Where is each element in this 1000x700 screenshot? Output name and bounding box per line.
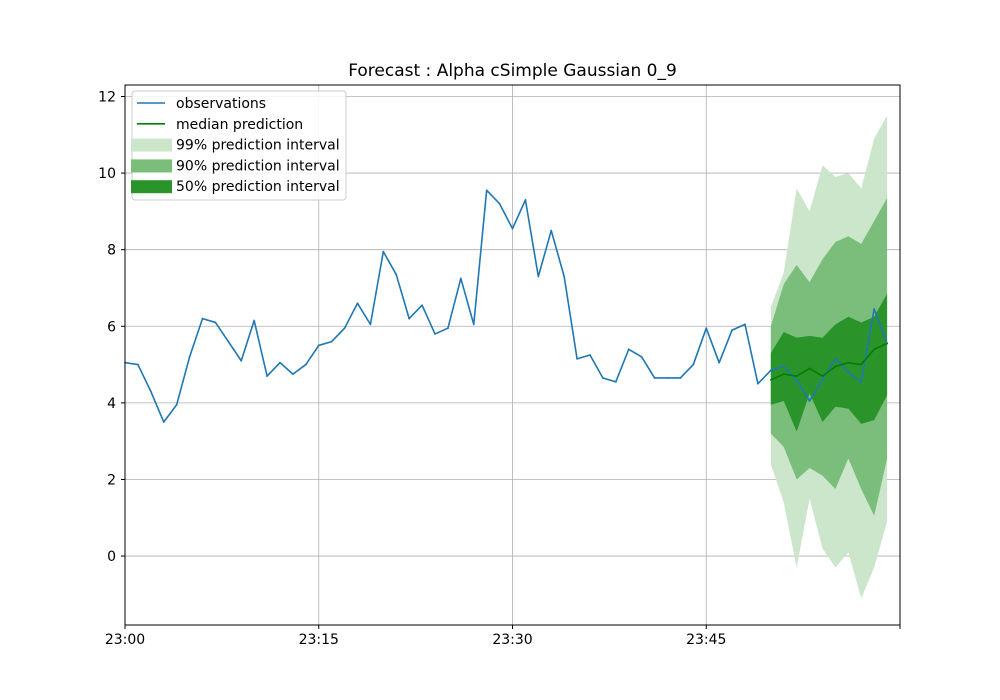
observation-point <box>137 363 139 366</box>
observation-point <box>162 421 165 423</box>
observation-point <box>602 377 604 379</box>
median-point <box>808 367 811 370</box>
observation-point <box>214 321 217 324</box>
observation-point <box>330 340 333 343</box>
legend-50-interval-label: 50% prediction interval <box>176 179 340 195</box>
observation-point <box>188 356 191 358</box>
observation-point <box>240 359 243 362</box>
y-tick-label: 0 <box>107 549 116 565</box>
observation-point <box>769 369 772 372</box>
observation-point <box>718 361 721 364</box>
observation-point <box>459 277 462 280</box>
legend-99-interval-swatch <box>131 138 172 152</box>
observation-point <box>266 375 268 377</box>
legend-50-interval-swatch <box>131 180 172 194</box>
y-tick-label: 4 <box>107 396 116 412</box>
observation-point <box>485 189 488 192</box>
observation-point <box>421 304 423 307</box>
band-50-prediction-interval <box>770 293 888 432</box>
observation-point <box>627 348 630 351</box>
observation-point <box>705 327 708 330</box>
observation-point <box>537 275 540 278</box>
x-tick-label: 23:45 <box>686 632 726 648</box>
y-tick-label: 6 <box>107 319 116 335</box>
observation-point <box>550 229 553 232</box>
observation-point <box>744 323 746 326</box>
y-tick-label: 2 <box>107 472 116 488</box>
observation-point <box>640 356 643 358</box>
observation-point <box>782 365 785 368</box>
observation-point <box>821 378 824 381</box>
observation-point <box>653 377 656 379</box>
observation-point <box>408 317 411 320</box>
observations-line <box>124 189 888 423</box>
median-prediction-line <box>770 342 888 381</box>
median-point <box>847 361 850 364</box>
observation-point <box>434 333 436 335</box>
observation-point <box>317 344 320 347</box>
observation-point <box>873 308 876 310</box>
observation-point <box>511 227 514 230</box>
observation-point <box>589 354 591 356</box>
y-tick-label: 8 <box>107 243 116 259</box>
observation-point <box>808 400 811 402</box>
observation-point <box>279 361 281 364</box>
legend-90-interval-label: 90% prediction interval <box>176 158 340 174</box>
observation-point <box>834 357 837 360</box>
legend-99-interval-label: 99% prediction interval <box>176 138 340 154</box>
y-tick-label: 12 <box>98 89 116 105</box>
observation-point <box>253 319 256 322</box>
x-tick-label: 23:30 <box>492 632 532 648</box>
observation-point <box>227 340 230 343</box>
chart-title: Forecast : Alpha cSimple Gaussian 0_9 <box>348 61 677 81</box>
observation-point <box>692 363 695 366</box>
observation-point <box>614 380 617 383</box>
legend-90-interval-swatch <box>131 159 172 173</box>
observation-point <box>472 323 475 326</box>
observation-point <box>847 371 850 374</box>
observation-point <box>369 323 372 326</box>
observation-point <box>860 380 863 383</box>
median-point <box>821 375 824 377</box>
legend-median-prediction-label: median prediction <box>176 117 303 133</box>
observation-point <box>201 317 204 320</box>
median-point <box>873 348 876 351</box>
y-tick-label: 10 <box>98 166 116 182</box>
observation-point <box>356 302 359 305</box>
observation-point <box>666 377 669 379</box>
observation-point <box>395 273 398 276</box>
observation-point <box>175 403 178 406</box>
legend-observations-label: observations <box>176 96 266 112</box>
median-point <box>834 365 837 368</box>
x-tick-label: 23:15 <box>299 632 339 648</box>
observation-point <box>576 357 578 360</box>
observation-point <box>382 250 385 253</box>
observation-point <box>149 390 152 393</box>
observation-point <box>563 275 566 278</box>
median-point <box>886 342 888 345</box>
median-point <box>782 373 785 376</box>
plot-area: 23:00 23:15 23:30 23:45 0 2 4 6 8 10 12 observation… <box>98 84 901 648</box>
observation-point <box>524 198 527 201</box>
observation-point <box>795 378 798 381</box>
median-point <box>860 363 863 366</box>
observation-point <box>343 327 346 330</box>
observation-point <box>498 202 501 205</box>
observation-point <box>731 329 733 332</box>
observation-point <box>757 382 759 385</box>
observation-point <box>447 327 449 330</box>
x-tick-label: 23:00 <box>105 632 145 648</box>
median-point <box>795 375 798 377</box>
observation-point <box>304 363 307 366</box>
observation-point <box>679 377 682 379</box>
median-point <box>769 378 772 381</box>
observation-point <box>292 373 294 376</box>
